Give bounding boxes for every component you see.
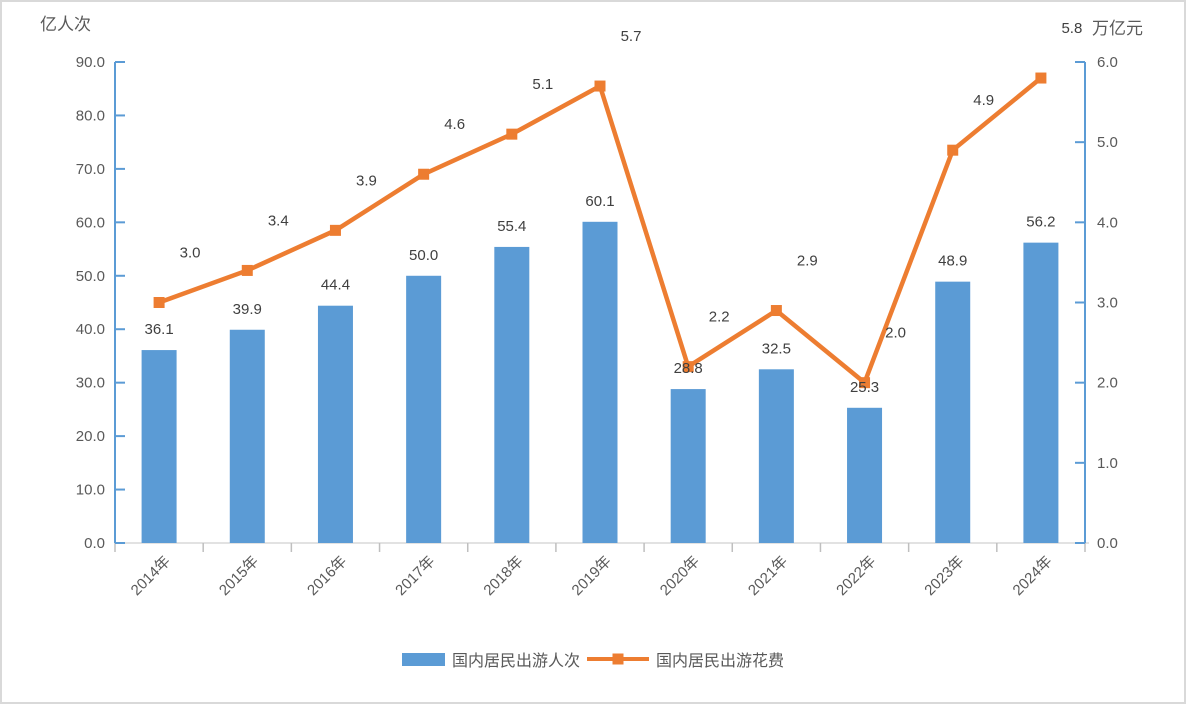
line-marker-2021年 [770, 305, 782, 317]
bar-data-label: 36.1 [144, 321, 173, 338]
line-marker-2020年 [682, 361, 694, 373]
legend-label-trips: 国内居民出游人次 [451, 653, 580, 670]
bar-2020年 [670, 389, 706, 543]
bar-data-label: 60.1 [585, 193, 614, 210]
left-axis-tick-label: 30.0 [76, 375, 105, 392]
bar-data-label: 44.4 [321, 277, 350, 294]
right-axis-tick-label: 2.0 [1097, 375, 1118, 392]
line-data-label: 5.1 [532, 76, 553, 93]
x-axis-label-2020年: 2020年 [657, 553, 703, 599]
line-data-label: 4.9 [973, 92, 994, 109]
line-data-label: 2.9 [797, 253, 818, 270]
right-axis-tick-label: 4.0 [1097, 214, 1118, 231]
left-axis-tick-label: 60.0 [76, 214, 105, 231]
left-axis-tick-label: 20.0 [76, 428, 105, 445]
line-marker-2024年 [1035, 72, 1047, 84]
right-axis-tick-label: 3.0 [1097, 295, 1118, 312]
line-data-label: 3.0 [180, 245, 201, 262]
left-axis-tick-label: 50.0 [76, 268, 105, 285]
x-axis-label-2021年: 2021年 [745, 553, 791, 599]
legend-item-spending: 国内居民出游花费 [587, 647, 784, 671]
left-axis-title: 亿人次 [40, 15, 91, 34]
legend-item-trips: 国内居民出游人次 [401, 647, 580, 671]
left-axis-tick-label: 90.0 [76, 54, 105, 71]
line-marker-2014年 [153, 297, 165, 308]
bar-data-label: 32.5 [762, 340, 791, 357]
bar-2016年 [317, 305, 353, 543]
left-axis-tick-label: 0.0 [84, 535, 105, 552]
bar-2019年 [582, 221, 618, 543]
x-axis-label-2023年: 2023年 [921, 553, 967, 599]
right-axis-title: 万亿元 [1092, 19, 1143, 38]
legend-label-spending: 国内居民出游花费 [656, 653, 785, 670]
line-marker-2018年 [506, 128, 518, 140]
x-axis-label-2017年: 2017年 [392, 553, 438, 599]
bar-data-label: 39.9 [233, 301, 262, 318]
bar-series-swatch-icon [401, 652, 445, 666]
right-axis-tick-label: 5.0 [1097, 134, 1118, 151]
bar-data-label: 48.9 [938, 253, 967, 270]
x-axis-label-2016年: 2016年 [304, 553, 350, 599]
line-marker-2017年 [418, 168, 430, 180]
left-axis-tick-label: 80.0 [76, 107, 105, 124]
line-data-label: 5.7 [621, 28, 642, 45]
right-axis-tick-label: 0.0 [1097, 535, 1118, 552]
x-axis-label-2019年: 2019年 [569, 553, 615, 599]
bar-data-label: 28.8 [674, 360, 703, 377]
line-data-label: 5.8 [1061, 20, 1082, 37]
right-axis-tick-label: 1.0 [1097, 455, 1118, 472]
line-data-label: 2.0 [885, 325, 906, 342]
right-axis-tick-label: 6.0 [1097, 54, 1118, 71]
bar-data-label: 56.2 [1026, 214, 1055, 231]
bar-2017年 [406, 275, 442, 543]
line-data-label: 4.6 [444, 116, 465, 133]
x-axis-label-2018年: 2018年 [480, 553, 526, 599]
x-axis-label-2015年: 2015年 [216, 553, 262, 599]
bar-2023年 [935, 281, 971, 543]
bar-data-label: 25.3 [850, 379, 879, 396]
line-marker-2019年 [594, 80, 606, 92]
line-marker-2016年 [329, 224, 341, 236]
bar-2021年 [758, 369, 794, 543]
line-data-label: 2.2 [709, 309, 730, 326]
line-swatch-marker-icon [612, 653, 624, 665]
line-data-label: 3.4 [268, 212, 289, 229]
line-data-label: 3.9 [356, 172, 377, 189]
x-axis-label-2014年: 2014年 [128, 553, 174, 599]
x-axis-label-2024年: 2024年 [1010, 553, 1056, 599]
line-marker-2022年 [859, 377, 871, 389]
bar-data-label: 50.0 [409, 247, 438, 264]
bar-data-label: 55.4 [497, 218, 526, 235]
left-axis-tick-label: 70.0 [76, 161, 105, 178]
left-axis-tick-label: 40.0 [76, 321, 105, 338]
bar-2015年 [229, 329, 265, 543]
x-axis-label-2022年: 2022年 [833, 553, 879, 599]
line-marker-2023年 [947, 144, 959, 156]
line-series-swatch-icon [587, 653, 649, 666]
bar-2022年 [847, 407, 883, 543]
left-axis-tick-label: 10.0 [76, 482, 105, 499]
bar-2018年 [494, 246, 530, 543]
bar-2024年 [1023, 242, 1059, 544]
line-marker-2015年 [241, 264, 253, 276]
bar-2014年 [141, 350, 177, 543]
legend: 国内居民出游人次 国内居民出游花费 [2, 644, 1184, 674]
